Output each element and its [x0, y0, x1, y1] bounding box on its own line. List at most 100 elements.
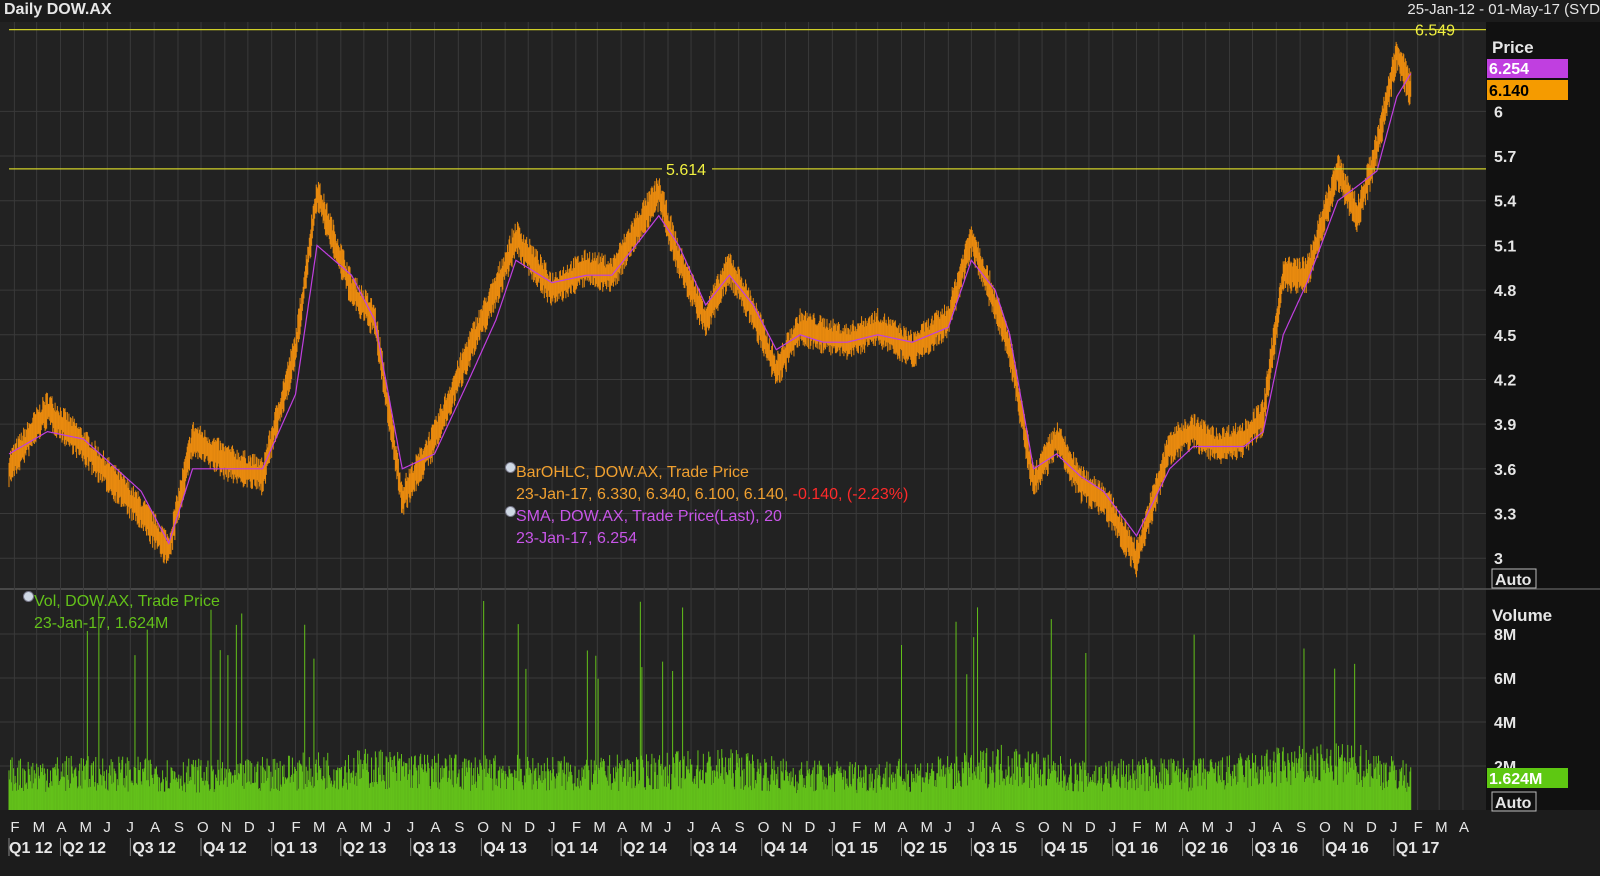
month-label: J	[687, 819, 695, 836]
month-label: S	[735, 819, 745, 836]
quarter-label: Q3 15	[973, 840, 1017, 857]
month-label: J	[268, 819, 276, 836]
month-label: S	[174, 819, 184, 836]
legend-sma-icon[interactable]	[505, 506, 516, 517]
sma-tag-bg	[1487, 59, 1568, 78]
price-tick: 3.3	[1494, 507, 1516, 524]
price-tick: 3	[1494, 551, 1503, 568]
legend-sma-title: SMA, DOW.AX, Trade Price(Last), 20	[516, 508, 782, 525]
month-label: O	[197, 819, 209, 836]
month-label: M	[80, 819, 93, 836]
price-tick: 3.6	[1494, 462, 1516, 479]
month-label: D	[524, 819, 535, 836]
quarter-label: Q4 15	[1044, 840, 1088, 857]
month-label: M	[593, 819, 606, 836]
last-price-tag: 6.140	[1489, 83, 1529, 100]
month-label: O	[1319, 819, 1331, 836]
quarter-label: Q3 12	[132, 840, 176, 857]
month-label: J	[944, 819, 952, 836]
legend-ohlc-title: BarOHLC, DOW.AX, Trade Price	[516, 464, 749, 481]
volume-tick: 8M	[1494, 627, 1516, 644]
price-tick: 4.8	[1494, 283, 1516, 300]
horizontal-lines[interactable]: 6.549 5.614	[9, 23, 1486, 179]
quarter-label: Q1 17	[1396, 840, 1440, 857]
quarter-label: Q1 12	[9, 840, 53, 857]
hline-mid-label-bg	[662, 159, 712, 178]
price-tick: 6	[1494, 104, 1503, 121]
quarter-label: Q2 14	[623, 840, 667, 857]
volume-tick: 6M	[1494, 671, 1516, 688]
month-label: A	[1459, 819, 1469, 836]
title-bar: Daily DOW.AX 25-Jan-12 - 01-May-17 (SYD	[0, 0, 1600, 22]
month-label: J	[1225, 819, 1233, 836]
hline-mid-label: 5.614	[666, 162, 706, 179]
month-label: A	[150, 819, 160, 836]
axis-tags: Price 6.254 6.140 Auto Volume 1.624M Auto	[1487, 38, 1568, 812]
quarter-label: Q4 16	[1325, 840, 1369, 857]
month-label: F	[10, 819, 19, 836]
month-label: J	[1109, 819, 1117, 836]
quarter-label: Q3 16	[1255, 840, 1299, 857]
month-label: N	[782, 819, 793, 836]
date-range: 25-Jan-12 - 01-May-17 (SYD	[1407, 1, 1600, 18]
volume-auto-button	[1491, 791, 1537, 812]
month-label: J	[407, 819, 415, 836]
month-label: J	[1390, 819, 1398, 836]
month-label: J	[967, 819, 975, 836]
volume-bars	[8, 600, 1412, 810]
quarter-label: Q2 13	[343, 840, 387, 857]
month-label: M	[921, 819, 934, 836]
price-bars	[8, 41, 1412, 578]
month-label: J	[384, 819, 392, 836]
month-label: D	[805, 819, 816, 836]
legend-ohlc-change: -0.140, (-2.23%)	[792, 486, 909, 503]
price-auto-button	[1491, 568, 1537, 589]
month-label: A	[1272, 819, 1282, 836]
price-tick: 5.4	[1494, 194, 1516, 211]
last-price-tag-bg	[1487, 80, 1568, 100]
quarter-label: Q4 13	[483, 840, 527, 857]
legend-vol-icon[interactable]	[23, 591, 34, 602]
month-label: M	[640, 819, 653, 836]
month-label: D	[244, 819, 255, 836]
quarter-label: Q2 16	[1185, 840, 1229, 857]
month-label: O	[477, 819, 489, 836]
price-axis-label: Price	[1492, 38, 1534, 57]
hline-high-label: 6.549	[1415, 23, 1455, 40]
time-axis-background	[0, 810, 1600, 876]
price-tick: 5.1	[1494, 238, 1516, 255]
price-tick: 5.7	[1494, 149, 1516, 166]
month-label: A	[711, 819, 721, 836]
legend-ohlc-icon[interactable]	[505, 462, 516, 473]
quarter-label: Q2 15	[903, 840, 947, 857]
month-label: A	[1179, 819, 1189, 836]
month-label: F	[1414, 819, 1423, 836]
month-label: S	[1015, 819, 1025, 836]
month-label: F	[291, 819, 300, 836]
month-label: D	[1366, 819, 1377, 836]
month-label: M	[874, 819, 887, 836]
legend-ohlc-values: 23-Jan-17, 6.330, 6.340, 6.100, 6.140, -…	[516, 486, 908, 504]
month-label: M	[360, 819, 373, 836]
price-auto-label: Auto	[1495, 572, 1532, 589]
month-label: N	[221, 819, 232, 836]
volume-auto-label: Auto	[1495, 795, 1532, 812]
grid	[0, 22, 1600, 876]
month-label: M	[1435, 819, 1448, 836]
legend-ohlc-prices: 23-Jan-17, 6.330, 6.340, 6.100, 6.140,	[516, 486, 793, 503]
month-label: S	[454, 819, 464, 836]
month-label: S	[1296, 819, 1306, 836]
quarter-label: Q1 15	[834, 840, 878, 857]
price-tick: 4.5	[1494, 328, 1516, 345]
quarter-label: Q4 12	[203, 840, 247, 857]
month-label: N	[1343, 819, 1354, 836]
month-label: J	[126, 819, 133, 836]
legend-vol-values: 23-Jan-17, 1.624M	[34, 615, 169, 632]
quarter-label: Q1 14	[554, 840, 598, 857]
month-label: J	[828, 819, 836, 836]
month-label: J	[1249, 819, 1257, 836]
month-label: A	[617, 819, 627, 836]
sma-tag: 6.254	[1489, 61, 1529, 78]
